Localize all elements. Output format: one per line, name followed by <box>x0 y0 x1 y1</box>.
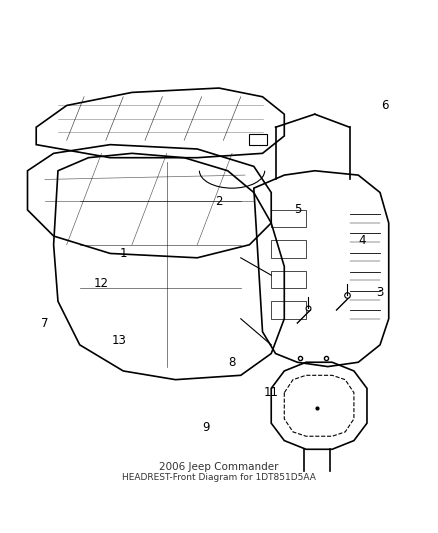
Bar <box>271 210 306 228</box>
Bar <box>271 301 306 319</box>
Text: 2: 2 <box>215 195 223 208</box>
Text: 5: 5 <box>293 204 301 216</box>
Text: HEADREST-Front Diagram for 1DT851D5AA: HEADREST-Front Diagram for 1DT851D5AA <box>122 473 316 482</box>
Text: 11: 11 <box>264 386 279 399</box>
Bar <box>271 271 306 288</box>
Text: 7: 7 <box>41 317 49 329</box>
Text: 1: 1 <box>120 247 127 260</box>
Bar <box>271 240 306 258</box>
Bar <box>250 134 267 144</box>
Text: 6: 6 <box>381 99 388 112</box>
Text: 8: 8 <box>228 356 236 369</box>
Text: 4: 4 <box>359 234 366 247</box>
Text: 12: 12 <box>94 277 109 290</box>
Text: 9: 9 <box>202 421 210 434</box>
Text: 13: 13 <box>111 334 126 347</box>
Text: 3: 3 <box>376 286 384 299</box>
Text: 2006 Jeep Commander: 2006 Jeep Commander <box>159 462 279 472</box>
